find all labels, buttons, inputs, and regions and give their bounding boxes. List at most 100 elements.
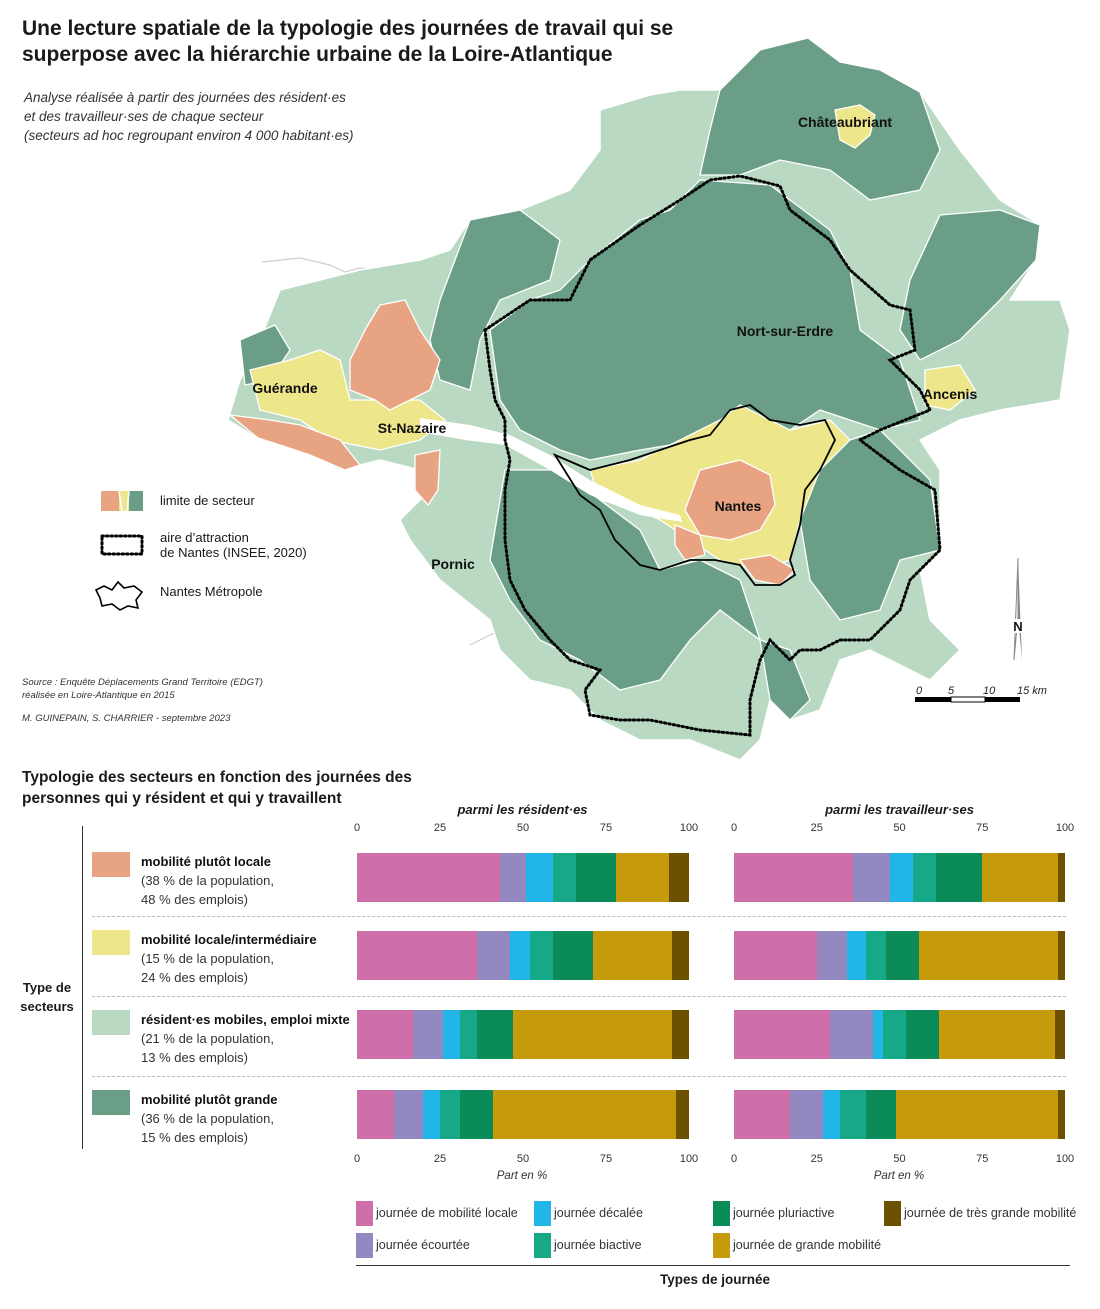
row-separator — [92, 916, 1066, 917]
bar-segment — [734, 1010, 830, 1059]
bar-row-travailleurs — [734, 1010, 1065, 1059]
legend-swatch — [356, 1201, 373, 1226]
bar-segment — [1058, 853, 1065, 902]
bar-segment — [675, 1090, 689, 1139]
type-secteurs-label: Type de secteurs — [20, 980, 74, 1014]
types-journee-label: Types de journée — [659, 1272, 771, 1287]
source-line: Source : Enquête Déplacements Grand Terr… — [22, 677, 263, 688]
bar-segment — [882, 1010, 907, 1059]
axis-tick-label: 100 — [679, 822, 699, 834]
bar-segment — [896, 1090, 1059, 1139]
sector-pop: (21 % de la population, — [141, 1031, 274, 1046]
zone-locale — [349, 299, 441, 411]
bracket-line — [82, 826, 83, 1149]
scale-tick: 10 — [983, 685, 996, 697]
zone-grande — [699, 37, 941, 201]
axis-tick-label: 25 — [433, 1153, 447, 1165]
bar-segment — [357, 1090, 394, 1139]
zone-grande — [429, 209, 561, 391]
panel-title-residents: parmi les résident·es — [457, 802, 588, 817]
xaxis-label-residents: Part en % — [496, 1170, 548, 1182]
axis-tick-label: 100 — [1055, 1153, 1075, 1165]
zone-locale — [684, 459, 776, 541]
sector-label: mobilité plutôt grande (36 % de la popul… — [141, 1090, 278, 1147]
sector-pop: (36 % de la population, — [141, 1111, 274, 1126]
sector-swatch-intermediaire — [92, 930, 130, 955]
sector-swatch-grande — [92, 1090, 130, 1115]
bar-segment — [669, 853, 689, 902]
bar-segment — [919, 931, 1059, 980]
sector-name: mobilité plutôt locale — [141, 854, 272, 869]
scale-tick: 15 km — [1017, 685, 1047, 697]
legend-aire-line1: aire d’attraction — [160, 530, 249, 545]
panel-title-travailleurs: parmi les travailleur·ses — [825, 802, 974, 817]
bar-segment — [734, 853, 854, 902]
bar-segment — [357, 931, 477, 980]
axis-tick-label: 100 — [1055, 822, 1075, 834]
sector-emp: 13 % des emplois) — [141, 1050, 248, 1065]
legend-label: journée de mobilité locale — [376, 1206, 518, 1220]
zone-grande — [899, 209, 1041, 361]
scale-bar: 0 5 10 15 km — [915, 685, 1047, 703]
bar-segment — [1058, 1090, 1065, 1139]
bar-row-travailleurs — [734, 1090, 1065, 1139]
legend-label: journée pluriactive — [733, 1206, 835, 1220]
axis-tick-label: 25 — [810, 1153, 823, 1165]
axis-tick-label: 50 — [893, 1153, 906, 1165]
bar-segment — [499, 853, 527, 902]
bar-segment — [357, 853, 500, 902]
bar-segment — [816, 931, 847, 980]
bar-row-travailleurs — [734, 853, 1065, 902]
north-label: N — [1013, 619, 1022, 634]
axis-tick-label: 0 — [730, 822, 738, 834]
legend-swatch — [713, 1233, 730, 1258]
bar-segment — [576, 853, 616, 902]
bar-segment — [982, 853, 1059, 902]
bar-segment — [443, 1010, 460, 1059]
legend-aire: aire d’attraction de Nantes (INSEE, 2020… — [160, 530, 420, 560]
legend-swatch — [534, 1233, 551, 1258]
bar-row-residents — [357, 1010, 689, 1059]
bar-segment — [672, 931, 689, 980]
sector-emp: 48 % des emplois) — [141, 892, 248, 907]
loire-estuary — [420, 418, 682, 522]
credit: M. GUINEPAIN, S. CHARRIER - septembre 20… — [22, 713, 231, 724]
map: Châteaubriant Nort-sur-Erdre Ancenis Gué… — [227, 37, 1071, 761]
legend-label: journée de très grande mobilité — [904, 1206, 1077, 1220]
scale-tick: 0 — [916, 685, 923, 697]
zone-grande — [799, 429, 941, 621]
legend-swatch — [884, 1201, 901, 1226]
legend-swatch — [356, 1233, 373, 1258]
legend-swatch — [713, 1201, 730, 1226]
xaxis-label-travailleurs: Part en % — [873, 1170, 925, 1182]
bar-segment — [493, 1090, 676, 1139]
sector-name: mobilité locale/intermédiaire — [141, 932, 317, 947]
row-separator — [92, 996, 1066, 997]
bar-segment — [393, 1090, 424, 1139]
bar-segment — [873, 1010, 883, 1059]
map-label-chateaubriant: Châteaubriant — [798, 114, 892, 130]
bar-segment — [734, 1090, 791, 1139]
bar-segment — [1058, 931, 1065, 980]
bar-segment — [886, 931, 920, 980]
bar-segment — [935, 853, 983, 902]
source-line: réalisée en Loire-Atlantique en 2015 — [22, 690, 175, 701]
aire-attraction-boundary — [483, 174, 942, 737]
bar-segment — [476, 931, 510, 980]
zone-locale — [414, 449, 441, 507]
sector-label: mobilité locale/intermédiaire (15 % de l… — [141, 930, 317, 987]
axis-tick-label: 50 — [893, 822, 906, 834]
bar-segment — [592, 931, 673, 980]
bar-segment — [829, 1010, 873, 1059]
bar-segment — [552, 931, 593, 980]
bar-segment — [513, 1010, 673, 1059]
bar-segment — [439, 1090, 460, 1139]
source-note: Source : Enquête Déplacements Grand Terr… — [22, 676, 263, 702]
subtitle-line: Analyse réalisée à partir des journées d… — [24, 90, 346, 105]
legend-label: journée écourtée — [376, 1238, 470, 1252]
row-separator — [92, 1076, 1066, 1077]
bar-segment — [529, 931, 553, 980]
bar-segment — [790, 1090, 824, 1139]
bar-segment — [823, 1090, 840, 1139]
sector-name: résident·es mobiles, emploi mixte — [141, 1012, 350, 1027]
